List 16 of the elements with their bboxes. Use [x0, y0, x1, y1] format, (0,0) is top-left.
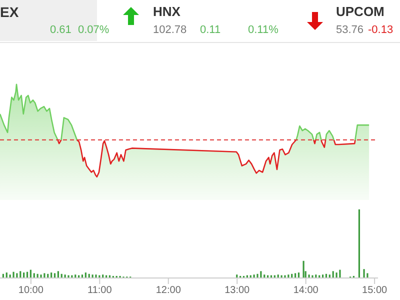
- text: 0.61: [50, 24, 72, 36]
- text: UPCOM: [336, 4, 384, 19]
- x-tick-label: 13:00: [224, 285, 250, 296]
- text: EX: [0, 4, 19, 20]
- text: 53.76: [336, 24, 364, 36]
- x-tick-label: 10:00: [18, 285, 44, 296]
- text: 0.11%: [248, 24, 278, 36]
- x-tick-label: 12:00: [156, 285, 182, 296]
- text: -0.13: [368, 24, 394, 36]
- text: HNX: [153, 4, 180, 19]
- text: 102.78: [153, 24, 187, 36]
- text: 0.07%: [78, 24, 110, 36]
- x-tick-label: 11:00: [88, 285, 112, 296]
- text: 0.11: [200, 24, 221, 36]
- x-tick-label: 15:00: [362, 285, 388, 296]
- x-tick-label: 14:00: [293, 285, 319, 296]
